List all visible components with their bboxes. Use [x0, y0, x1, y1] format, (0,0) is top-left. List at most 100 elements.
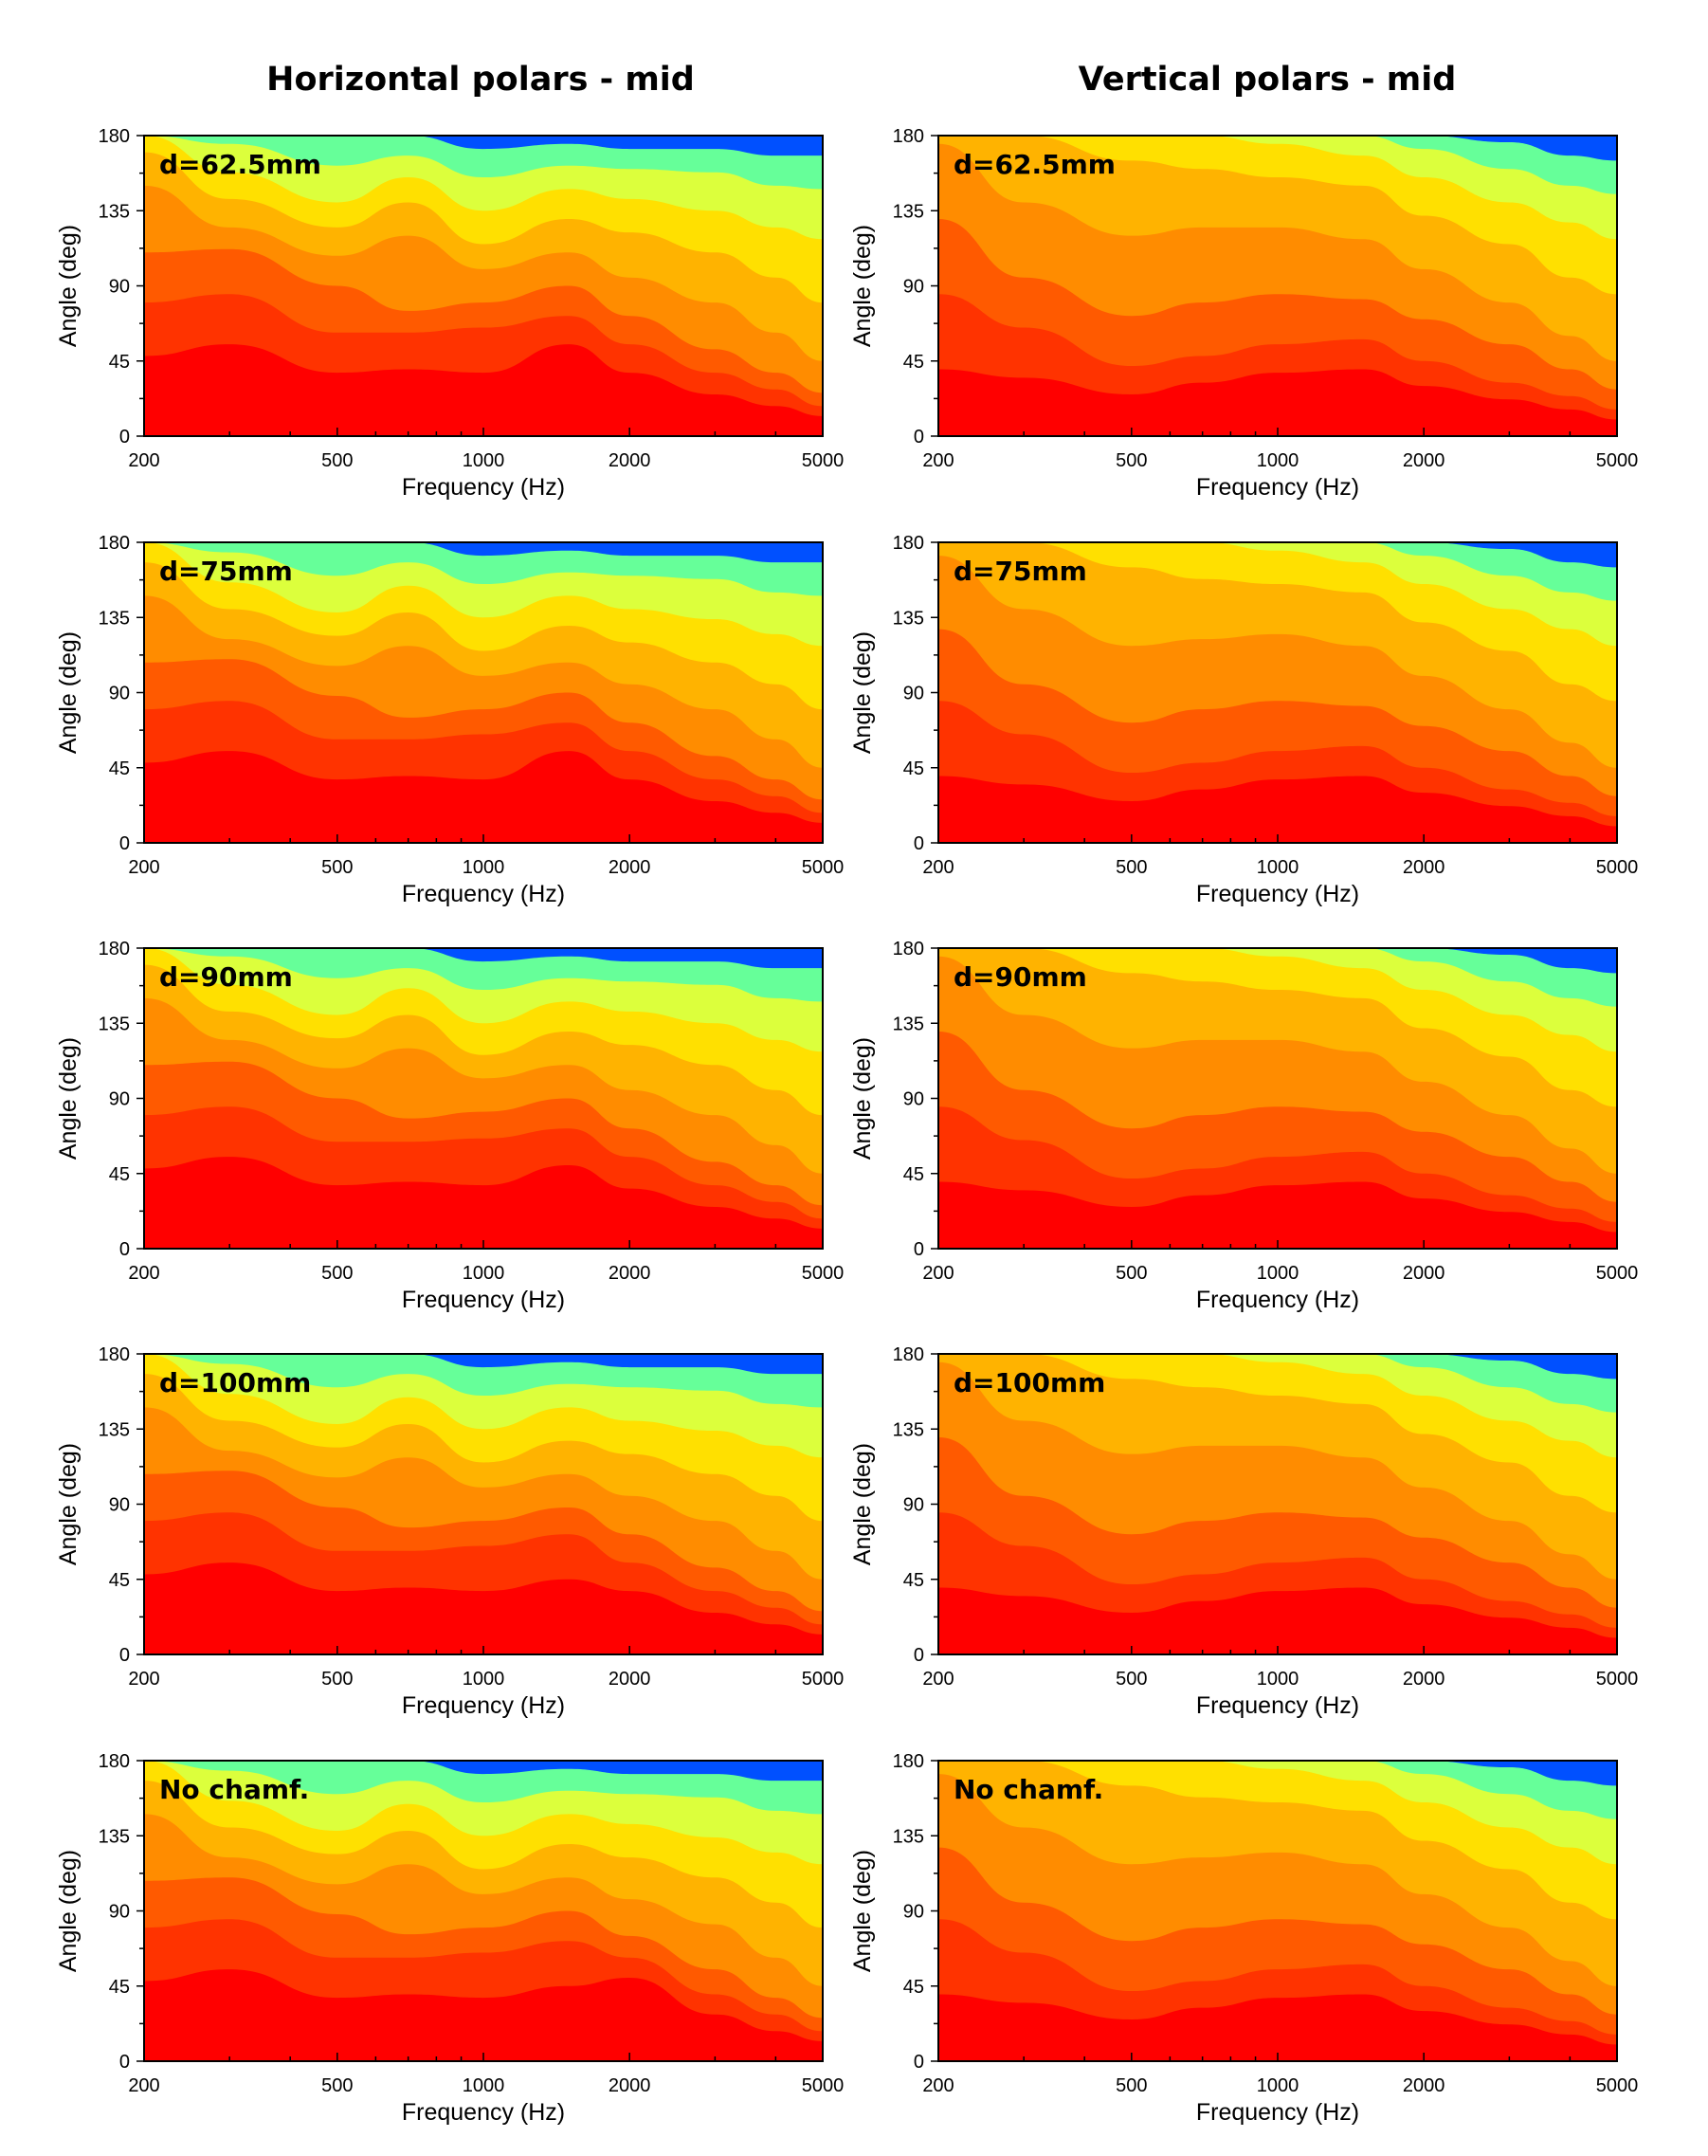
x-axis-label: Frequency (Hz)	[402, 2099, 565, 2126]
y-tick-label: 45	[109, 1570, 130, 1591]
x-axis-label: Frequency (Hz)	[1196, 1692, 1359, 1719]
x-tick-label: 1000	[1257, 450, 1299, 471]
x-tick-label: 200	[128, 1669, 159, 1690]
x-tick-label: 5000	[1596, 857, 1639, 878]
polar-contour-chart: 200 500 1000 2000 5000 0 45 90 135 180 Frequency (…	[849, 939, 1639, 1313]
x-axis-label: Frequency (Hz)	[1196, 1287, 1359, 1313]
y-tick-label: 90	[903, 1902, 924, 1923]
x-tick-label: 1000	[1257, 1669, 1299, 1690]
y-tick-label: 0	[914, 2052, 924, 2073]
y-tick-label: 0	[914, 1239, 924, 1260]
x-tick-label: 2000	[1403, 1263, 1445, 1284]
x-tick-label: 2000	[1403, 2075, 1445, 2096]
contour-band-1	[938, 369, 1617, 436]
y-tick-label: 45	[903, 1977, 924, 1998]
y-axis-label: Angle (deg)	[849, 1443, 876, 1565]
polar-contour-chart: 200 500 1000 2000 5000 0 45 90 135 180 Frequency (…	[55, 1751, 844, 2126]
y-tick-label: 135	[893, 201, 924, 222]
x-axis-label: Frequency (Hz)	[1196, 881, 1359, 907]
x-tick-label: 500	[321, 1669, 353, 1690]
y-tick-label: 45	[109, 1164, 130, 1185]
panel-label: d=62.5mm	[954, 149, 1116, 180]
y-tick-label: 180	[99, 533, 130, 554]
panel-label: d=62.5mm	[159, 149, 321, 180]
contour-band-1	[144, 1562, 823, 1654]
y-axis-label: Angle (deg)	[55, 225, 82, 347]
y-axis-label: Angle (deg)	[55, 1443, 82, 1565]
x-tick-label: 500	[1116, 450, 1147, 471]
y-tick-label: 180	[99, 939, 130, 959]
y-axis-label: Angle (deg)	[849, 1850, 876, 1972]
y-axis-label: Angle (deg)	[849, 631, 876, 754]
y-tick-label: 180	[99, 1751, 130, 1772]
x-axis-label: Frequency (Hz)	[1196, 474, 1359, 501]
y-tick-label: 45	[903, 1570, 924, 1591]
y-tick-label: 90	[109, 684, 130, 704]
y-tick-label: 90	[903, 1495, 924, 1516]
x-tick-label: 500	[321, 1263, 353, 1284]
y-tick-label: 135	[99, 608, 130, 629]
y-tick-label: 180	[99, 126, 130, 147]
contour-band-1	[938, 1587, 1617, 1654]
y-axis-label: Angle (deg)	[55, 631, 82, 754]
polar-contour-chart: 200 500 1000 2000 5000 0 45 90 135 180 Frequency (…	[849, 1344, 1639, 1719]
y-tick-label: 90	[109, 1495, 130, 1516]
y-tick-label: 135	[99, 1826, 130, 1847]
y-tick-label: 0	[119, 833, 130, 854]
polar-contour-chart: 200 500 1000 2000 5000 0 45 90 135 180 Frequency (…	[849, 126, 1639, 501]
y-axis-label: Angle (deg)	[849, 1037, 876, 1160]
y-tick-label: 90	[109, 1089, 130, 1110]
x-tick-label: 5000	[1596, 2075, 1639, 2096]
x-tick-label: 500	[1116, 1669, 1147, 1690]
x-tick-label: 5000	[1596, 1263, 1639, 1284]
y-tick-label: 0	[119, 427, 130, 448]
x-tick-label: 200	[128, 1263, 159, 1284]
contour-band-1	[144, 1969, 823, 2061]
polar-contour-chart: 200 500 1000 2000 5000 0 45 90 135 180 Frequency (…	[849, 1751, 1639, 2126]
y-tick-label: 90	[109, 1902, 130, 1923]
x-tick-label: 5000	[802, 1669, 845, 1690]
panel-label: d=100mm	[159, 1367, 311, 1398]
y-tick-label: 45	[109, 1977, 130, 1998]
y-tick-label: 0	[914, 1645, 924, 1666]
y-tick-label: 135	[99, 1419, 130, 1440]
y-tick-label: 45	[109, 352, 130, 373]
polar-contour-chart: 200 500 1000 2000 5000 0 45 90 135 180 Frequency (…	[55, 126, 844, 501]
y-tick-label: 0	[119, 2052, 130, 2073]
x-tick-label: 5000	[1596, 450, 1639, 471]
y-tick-label: 45	[109, 758, 130, 779]
x-tick-label: 2000	[609, 450, 651, 471]
y-tick-label: 45	[903, 352, 924, 373]
x-tick-label: 1000	[463, 857, 505, 878]
y-tick-label: 180	[893, 1344, 924, 1365]
polar-contour-chart: 200 500 1000 2000 5000 0 45 90 135 180 Frequency (…	[849, 533, 1639, 907]
x-axis-label: Frequency (Hz)	[402, 881, 565, 907]
y-tick-label: 135	[893, 608, 924, 629]
x-tick-label: 1000	[463, 2075, 505, 2096]
y-tick-label: 135	[99, 201, 130, 222]
x-tick-label: 500	[1116, 1263, 1147, 1284]
y-tick-label: 135	[893, 1826, 924, 1847]
x-tick-label: 500	[321, 857, 353, 878]
x-tick-label: 200	[922, 1669, 954, 1690]
y-axis-label: Angle (deg)	[55, 1850, 82, 1972]
x-tick-label: 1000	[463, 1263, 505, 1284]
y-axis-label: Angle (deg)	[849, 225, 876, 347]
y-tick-label: 180	[99, 1344, 130, 1365]
y-tick-label: 180	[893, 1751, 924, 1772]
contour-band-1	[144, 751, 823, 843]
x-tick-label: 2000	[609, 1263, 651, 1284]
x-tick-label: 2000	[1403, 450, 1445, 471]
y-tick-label: 0	[119, 1239, 130, 1260]
x-tick-label: 2000	[609, 857, 651, 878]
contour-band-1	[938, 1994, 1617, 2061]
x-tick-label: 5000	[1596, 1669, 1639, 1690]
y-tick-label: 90	[903, 684, 924, 704]
x-tick-label: 1000	[463, 1669, 505, 1690]
x-tick-label: 5000	[802, 857, 845, 878]
y-tick-label: 45	[903, 758, 924, 779]
y-tick-label: 135	[893, 1419, 924, 1440]
x-tick-label: 200	[128, 857, 159, 878]
x-axis-label: Frequency (Hz)	[402, 474, 565, 501]
panel-label: No chamf.	[954, 1774, 1103, 1805]
